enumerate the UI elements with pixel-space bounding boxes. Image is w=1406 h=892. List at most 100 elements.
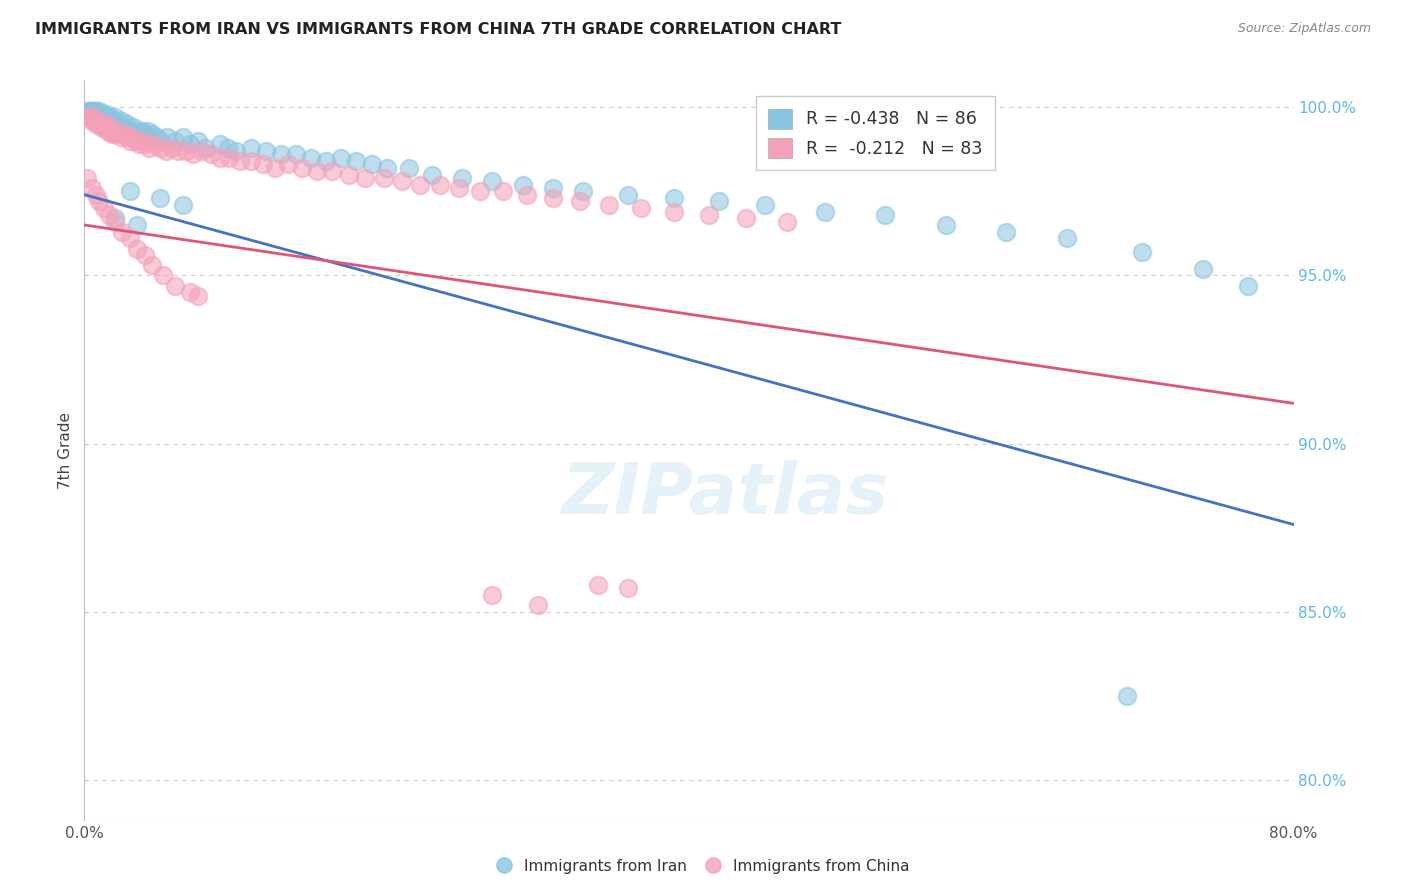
Point: [270, 147, 292, 161]
Point: [375, 161, 398, 175]
Point: [136, 124, 159, 138]
Point: [776, 214, 799, 228]
Point: [254, 144, 277, 158]
Point: [754, 198, 776, 212]
Point: [89, 103, 111, 118]
Point: [93, 113, 115, 128]
Point: [84, 103, 107, 118]
Point: [115, 130, 138, 145]
Point: [76, 170, 98, 185]
Point: [187, 134, 209, 148]
Point: [149, 134, 172, 148]
Point: [191, 144, 214, 158]
Point: [229, 154, 252, 169]
Point: [149, 140, 172, 154]
Point: [87, 107, 110, 121]
Point: [194, 140, 217, 154]
Point: [209, 151, 232, 165]
Point: [1192, 261, 1215, 276]
Point: [155, 144, 177, 158]
Point: [111, 113, 134, 128]
Point: [121, 120, 143, 135]
Point: [541, 181, 564, 195]
Point: [167, 144, 190, 158]
Point: [128, 137, 150, 152]
Point: [128, 124, 150, 138]
Point: [100, 127, 122, 141]
Point: [90, 111, 112, 125]
Point: [263, 161, 285, 175]
Point: [174, 144, 197, 158]
Point: [134, 248, 156, 262]
Point: [146, 130, 169, 145]
Point: [995, 225, 1018, 239]
Point: [112, 120, 135, 135]
Point: [104, 211, 127, 226]
Point: [277, 157, 299, 171]
Point: [134, 127, 156, 141]
Point: [138, 140, 160, 154]
Point: [285, 147, 308, 161]
Point: [89, 107, 111, 121]
Point: [97, 120, 120, 135]
Point: [98, 124, 121, 138]
Point: [354, 170, 377, 185]
Point: [217, 140, 239, 154]
Point: [131, 134, 153, 148]
Point: [337, 168, 360, 182]
Point: [470, 185, 492, 199]
Text: Source: ZipAtlas.com: Source: ZipAtlas.com: [1237, 22, 1371, 36]
Point: [86, 103, 108, 118]
Point: [420, 168, 443, 182]
Point: [572, 185, 595, 199]
Point: [98, 111, 121, 125]
Point: [97, 208, 120, 222]
Point: [89, 194, 111, 209]
Point: [179, 137, 201, 152]
Legend: R = -0.438   N = 86, R =  -0.212   N = 83: R = -0.438 N = 86, R = -0.212 N = 83: [756, 96, 994, 170]
Point: [662, 204, 685, 219]
Point: [181, 147, 204, 161]
Point: [96, 124, 118, 138]
Point: [1116, 689, 1139, 703]
Point: [179, 285, 201, 300]
Point: [118, 134, 141, 148]
Point: [1237, 278, 1260, 293]
Point: [107, 117, 129, 131]
Point: [101, 124, 124, 138]
Point: [152, 268, 174, 283]
Point: [96, 111, 118, 125]
Point: [481, 174, 503, 188]
Point: [107, 124, 129, 138]
Legend: Immigrants from Iran, Immigrants from China: Immigrants from Iran, Immigrants from Ch…: [491, 853, 915, 880]
Point: [321, 164, 343, 178]
Point: [527, 599, 550, 613]
Point: [1056, 231, 1078, 245]
Point: [131, 124, 153, 138]
Point: [108, 120, 131, 135]
Point: [187, 288, 209, 302]
Point: [104, 127, 127, 141]
Point: [598, 198, 620, 212]
Point: [391, 174, 413, 188]
Point: [315, 154, 337, 169]
Point: [516, 187, 538, 202]
Text: IMMIGRANTS FROM IRAN VS IMMIGRANTS FROM CHINA 7TH GRADE CORRELATION CHART: IMMIGRANTS FROM IRAN VS IMMIGRANTS FROM …: [35, 22, 842, 37]
Point: [617, 187, 640, 202]
Point: [307, 164, 329, 178]
Point: [1130, 244, 1153, 259]
Text: ZIPatlas: ZIPatlas: [561, 460, 889, 529]
Point: [97, 113, 120, 128]
Point: [149, 191, 172, 205]
Point: [82, 107, 104, 121]
Point: [481, 588, 503, 602]
Point: [160, 140, 183, 154]
Point: [80, 113, 103, 128]
Point: [87, 111, 110, 125]
Point: [127, 242, 149, 256]
Point: [172, 198, 194, 212]
Point: [91, 117, 114, 131]
Point: [200, 147, 222, 161]
Point: [93, 120, 115, 135]
Point: [291, 161, 314, 175]
